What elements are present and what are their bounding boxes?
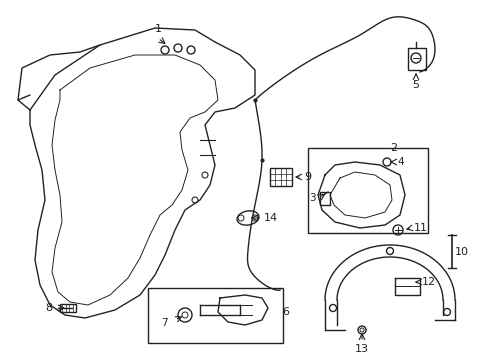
Bar: [408, 48, 426, 70]
Text: 2: 2: [390, 143, 397, 153]
Text: 7: 7: [161, 318, 168, 328]
Text: 4: 4: [397, 157, 404, 167]
Text: 1: 1: [154, 24, 162, 34]
Text: 14: 14: [264, 213, 278, 223]
Ellipse shape: [237, 211, 259, 225]
Text: 8: 8: [45, 303, 52, 313]
Text: 5: 5: [413, 80, 419, 90]
Bar: [60, 304, 76, 312]
Text: 11: 11: [414, 223, 428, 233]
Text: 12: 12: [422, 277, 436, 287]
Text: 9: 9: [304, 172, 311, 182]
Text: 10: 10: [455, 247, 469, 257]
Text: 13: 13: [355, 344, 369, 354]
Text: 3: 3: [309, 193, 316, 203]
Bar: [320, 192, 330, 205]
Text: 6: 6: [282, 307, 289, 317]
Bar: [148, 288, 283, 343]
Bar: [308, 148, 428, 233]
Bar: [270, 168, 292, 186]
